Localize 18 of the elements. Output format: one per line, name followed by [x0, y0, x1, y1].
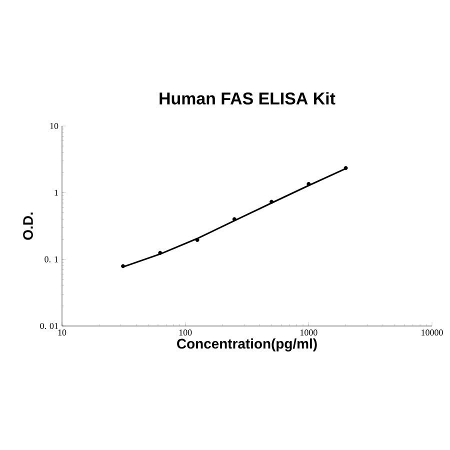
point	[158, 250, 162, 255]
x-tick-label: 10	[58, 330, 66, 336]
chart-title: Human FAS ELISA Kit	[160, 92, 336, 105]
y-tick-label: 0. 01	[40, 322, 58, 330]
point	[344, 166, 348, 170]
x-axis-title: Concentration(pg/ml)	[177, 338, 317, 352]
y-tick-label: 1	[54, 190, 58, 196]
x-tick-label: 10000	[422, 330, 443, 336]
x-tick-label: 100	[179, 330, 192, 336]
point	[232, 217, 236, 222]
point	[195, 238, 200, 242]
y-tick-label: 0. 1	[44, 256, 58, 262]
y-tick-label: 10	[50, 122, 58, 130]
point	[121, 264, 126, 268]
point	[270, 200, 274, 204]
x-tick-label: 1000	[300, 330, 318, 336]
y-axis-title: O.D.	[23, 212, 33, 240]
point	[306, 182, 311, 186]
